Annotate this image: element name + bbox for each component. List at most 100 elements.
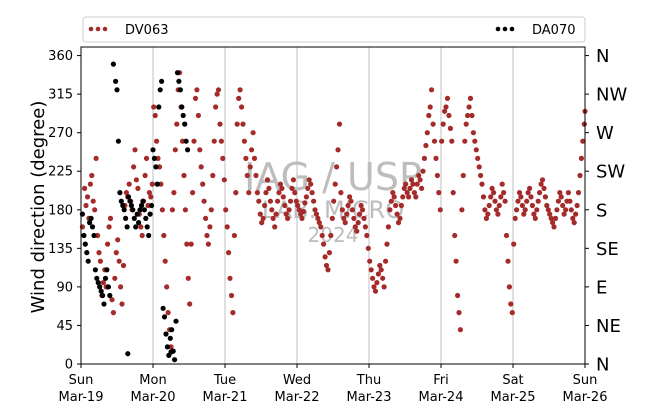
data-point (467, 95, 474, 101)
data-point (98, 288, 104, 294)
data-point (325, 267, 331, 273)
data-point (331, 198, 337, 204)
data-point (495, 211, 501, 217)
data-point (321, 241, 327, 247)
data-point (135, 185, 141, 191)
data-point (167, 335, 173, 341)
data-point (81, 232, 87, 239)
data-point (146, 190, 152, 196)
data-point (529, 202, 536, 209)
data-point (414, 181, 420, 187)
data-point (257, 211, 263, 217)
data-point (267, 198, 273, 204)
data-point (524, 198, 530, 204)
data-point (105, 241, 111, 247)
data-point (539, 177, 546, 183)
data-point (436, 190, 442, 196)
data-point (82, 241, 88, 247)
data-point (205, 241, 211, 247)
data-point (194, 87, 200, 93)
data-point (381, 284, 387, 290)
data-point (269, 207, 275, 213)
data-point (164, 344, 170, 350)
data-point (100, 280, 106, 286)
data-point (397, 215, 403, 221)
data-point (479, 181, 485, 187)
x-tick-label-day: Wed (283, 373, 311, 388)
data-point (168, 344, 174, 350)
data-point (95, 280, 101, 286)
data-point (147, 211, 153, 217)
y-axis: 0 45 90 135 180 225 270 315 360 (48, 49, 81, 373)
data-point (292, 190, 298, 196)
data-point (411, 190, 417, 196)
y-tick-label: 180 (48, 203, 73, 218)
data-point (115, 138, 121, 144)
data-point (190, 190, 196, 196)
data-point (276, 190, 282, 196)
data-point (565, 190, 572, 196)
data-point (198, 164, 204, 170)
data-point (159, 78, 165, 84)
data-point (370, 275, 376, 281)
data-point (104, 267, 110, 273)
y-tick-label: 315 (48, 88, 73, 103)
data-point (260, 215, 266, 221)
data-point (109, 297, 115, 303)
data-point (309, 190, 315, 196)
data-point (88, 215, 94, 221)
data-point (364, 232, 370, 239)
data-point (102, 275, 109, 281)
data-point (334, 164, 340, 170)
compass-axis: N NW W SW S SE E NE N (585, 46, 627, 376)
data-point (118, 198, 124, 204)
data-point (279, 185, 285, 191)
data-point (150, 147, 156, 153)
data-point (244, 172, 250, 179)
data-point (286, 207, 292, 213)
data-point (149, 181, 155, 187)
data-point (449, 138, 455, 144)
data-point (211, 138, 217, 144)
data-point (512, 215, 518, 221)
data-point (421, 155, 427, 161)
data-point (465, 112, 471, 119)
data-point (509, 310, 515, 316)
data-point (518, 194, 524, 200)
data-point (87, 181, 93, 187)
data-point (285, 215, 291, 221)
x-tick-label-date: Mar-21 (203, 390, 248, 405)
data-point (557, 190, 563, 196)
data-point (128, 202, 134, 209)
data-point (156, 104, 162, 110)
legend-marker (95, 26, 101, 32)
data-point (476, 164, 482, 170)
data-point (416, 172, 422, 179)
data-point (442, 108, 448, 114)
data-point (457, 327, 463, 333)
data-point (491, 190, 497, 196)
data-point (95, 232, 101, 239)
data-point (119, 301, 125, 307)
data-point (217, 121, 223, 127)
data-point (313, 211, 319, 217)
compass-tick-label: NW (596, 85, 627, 106)
data-point (444, 95, 451, 101)
data-point (567, 198, 573, 204)
data-point (250, 130, 256, 136)
data-point (201, 198, 207, 204)
data-point (395, 220, 402, 226)
series-dv063 (79, 70, 588, 350)
data-point (84, 194, 91, 200)
data-point (358, 202, 364, 209)
data-point (127, 198, 133, 204)
data-point (578, 155, 585, 161)
data-point (118, 284, 124, 290)
data-point (361, 215, 367, 221)
data-point (161, 232, 167, 239)
data-point (270, 215, 276, 221)
data-point (132, 147, 138, 153)
data-point (345, 202, 351, 209)
compass-tick-label: NE (596, 316, 621, 337)
data-point (326, 250, 332, 256)
